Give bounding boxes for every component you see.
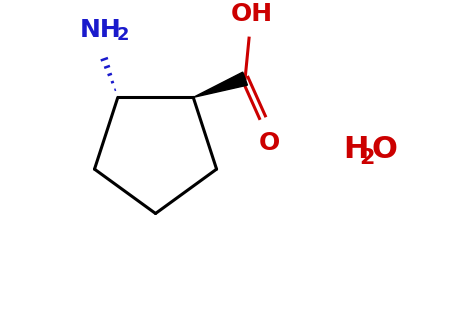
Text: O: O: [259, 131, 281, 155]
Text: H: H: [343, 135, 368, 164]
Text: O: O: [372, 135, 398, 164]
Text: 2: 2: [359, 148, 374, 168]
Text: OH: OH: [230, 2, 273, 26]
Text: NH: NH: [80, 18, 121, 42]
Polygon shape: [193, 72, 247, 97]
Text: 2: 2: [117, 26, 129, 44]
